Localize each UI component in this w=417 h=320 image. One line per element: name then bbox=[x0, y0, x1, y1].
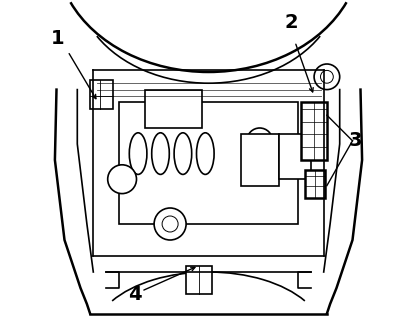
Ellipse shape bbox=[152, 133, 169, 174]
Ellipse shape bbox=[129, 133, 147, 174]
Circle shape bbox=[247, 128, 272, 154]
Circle shape bbox=[274, 142, 296, 165]
Circle shape bbox=[321, 70, 333, 83]
Circle shape bbox=[314, 64, 340, 90]
FancyBboxPatch shape bbox=[279, 134, 311, 179]
Text: 4: 4 bbox=[128, 285, 142, 304]
Circle shape bbox=[108, 165, 136, 194]
FancyBboxPatch shape bbox=[304, 170, 325, 198]
FancyBboxPatch shape bbox=[241, 134, 279, 186]
FancyBboxPatch shape bbox=[186, 266, 212, 294]
FancyBboxPatch shape bbox=[301, 102, 327, 160]
Text: 2: 2 bbox=[285, 13, 299, 32]
FancyBboxPatch shape bbox=[90, 80, 113, 109]
Text: 3: 3 bbox=[349, 131, 362, 150]
Ellipse shape bbox=[196, 133, 214, 174]
Text: 1: 1 bbox=[51, 29, 65, 48]
FancyBboxPatch shape bbox=[145, 90, 202, 128]
Circle shape bbox=[162, 216, 178, 232]
Circle shape bbox=[154, 208, 186, 240]
Ellipse shape bbox=[174, 133, 192, 174]
FancyBboxPatch shape bbox=[119, 102, 298, 224]
